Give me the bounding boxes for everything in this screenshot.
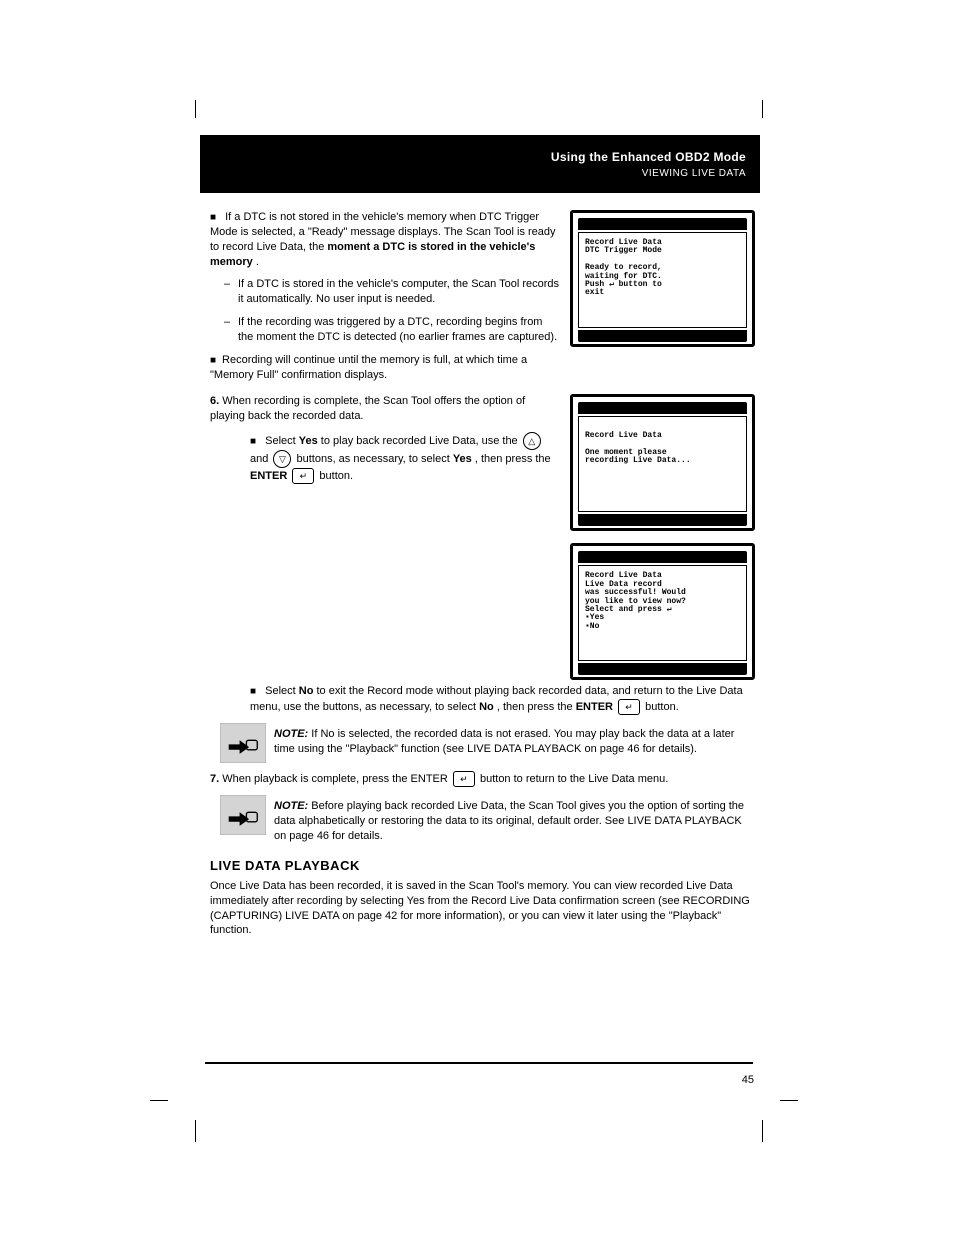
step-text: When recording is complete, the Scan Too… [210,395,525,422]
section-step-6: 6. When recording is complete, the Scan … [210,394,755,680]
header-title: Using the Enhanced OBD2 Mode [551,150,746,164]
device-column: Record Live Data One moment please recor… [570,394,755,680]
paragraph: If a DTC is not stored in the vehicle's … [210,210,560,269]
crop-mark [195,100,196,118]
enter-key-icon: ↵ [453,771,475,787]
step-text: button to return to the Live Data menu. [480,773,668,785]
crop-mark [762,100,763,118]
text: button. [645,701,679,713]
option-no-block: Select No to exit the Record mode withou… [210,684,755,715]
note-body: NOTE: Before playing back recorded Live … [274,795,755,844]
step-line: 6. When recording is complete, the Scan … [210,394,560,424]
enter-key-icon: ↵ [618,699,640,715]
yes-label: Yes [299,435,318,447]
paragraph: Recording will continue until the memory… [210,353,560,383]
text: , then press the [475,453,551,465]
up-arrow-icon: △ [523,432,541,450]
step-line: 7. When playback is complete, press the … [210,771,755,787]
screen-body: Live Data record was successful! Would y… [585,580,686,631]
yes-label: Yes [453,453,472,465]
sub-paragraph: If the recording was triggered by a DTC,… [210,315,560,345]
text: button. [319,470,353,482]
device-screen: Record Live Data Live Data record was su… [578,565,747,661]
crop-mark [150,1100,168,1101]
device-bezel-top [578,402,747,414]
paragraph: Once Live Data has been recorded, it is … [210,879,755,938]
device-bezel-bottom [578,514,747,526]
device-mock-3: Record Live Data Live Data record was su… [570,543,755,680]
note-label: NOTE: [274,728,308,740]
hand-svg [226,802,260,828]
device-bezel-bottom [578,330,747,342]
page-root: Using the Enhanced OBD2 Mode VIEWING LIV… [0,0,954,1235]
text: to play back recorded Live Data, use the [321,435,521,447]
text-column: 6. When recording is complete, the Scan … [210,394,560,492]
tail-paragraph: Once Live Data has been recorded, it is … [210,879,755,938]
option-yes: Select Yes to play back recorded Live Da… [210,432,560,484]
text: . [256,256,259,268]
device-screen: Record Live Data DTC Trigger Mode Ready … [578,232,747,328]
hand-svg [226,730,260,756]
no-label: No [299,685,314,697]
enter-label: ENTER [576,701,613,713]
device-mock-2: Record Live Data One moment please recor… [570,394,755,531]
device-bezel-top [578,218,747,230]
note-text: Before playing back recorded Live Data, … [274,800,744,842]
header-subtitle: VIEWING LIVE DATA [642,168,746,179]
device-bezel-top [578,551,747,563]
down-arrow-icon: ▽ [273,450,291,468]
note-1: NOTE: If No is selected, the recorded da… [220,723,755,763]
option-no: Select No to exit the Record mode withou… [210,684,755,715]
pointing-hand-icon [220,723,266,763]
step-7: 7. When playback is complete, press the … [210,771,755,787]
section-heading: LIVE DATA PLAYBACK [210,858,755,873]
device-frame: Record Live Data DTC Trigger Mode Ready … [570,210,755,347]
footer-rule [205,1062,753,1064]
step-number: 6. [210,395,219,407]
crop-mark [195,1120,196,1142]
text: buttons, as necessary, to select [296,453,452,465]
text-column: If a DTC is not stored in the vehicle's … [210,210,560,390]
sub-paragraph: If a DTC is stored in the vehicle's comp… [210,277,560,307]
note-label: NOTE: [274,800,308,812]
screen-body: One moment please recording Live Data... [585,448,691,465]
note-text: If No is selected, the recorded data is … [274,728,734,755]
device-bezel-bottom [578,663,747,675]
note-body: NOTE: If No is selected, the recorded da… [274,723,755,757]
page-header-bar: Using the Enhanced OBD2 Mode VIEWING LIV… [200,135,760,193]
pointing-hand-icon [220,795,266,835]
step-text: When playback is complete, press the ENT… [222,773,451,785]
note-2: NOTE: Before playing back recorded Live … [220,795,755,844]
crop-mark [762,1120,763,1142]
device-mock-1: Record Live Data DTC Trigger Mode Ready … [570,210,755,347]
text: Select [265,435,299,447]
screen-title: Record Live Data [585,431,662,440]
text: , then press the [497,701,576,713]
text: and [250,453,271,465]
crop-mark [780,1100,798,1101]
screen-mode: DTC Trigger Mode [585,246,662,255]
page-number: 45 [742,1074,754,1086]
step-number: 7. [210,773,219,785]
no-label: No [479,701,494,713]
body-content: If a DTC is not stored in the vehicle's … [210,210,755,946]
enter-label: ENTER [250,470,287,482]
screen-body: Ready to record, waiting for DTC. Push ↵… [585,263,662,297]
device-screen: Record Live Data One moment please recor… [578,416,747,512]
text: Select [265,685,299,697]
enter-key-icon: ↵ [292,468,314,484]
section-dtc-trigger: If a DTC is not stored in the vehicle's … [210,210,755,390]
